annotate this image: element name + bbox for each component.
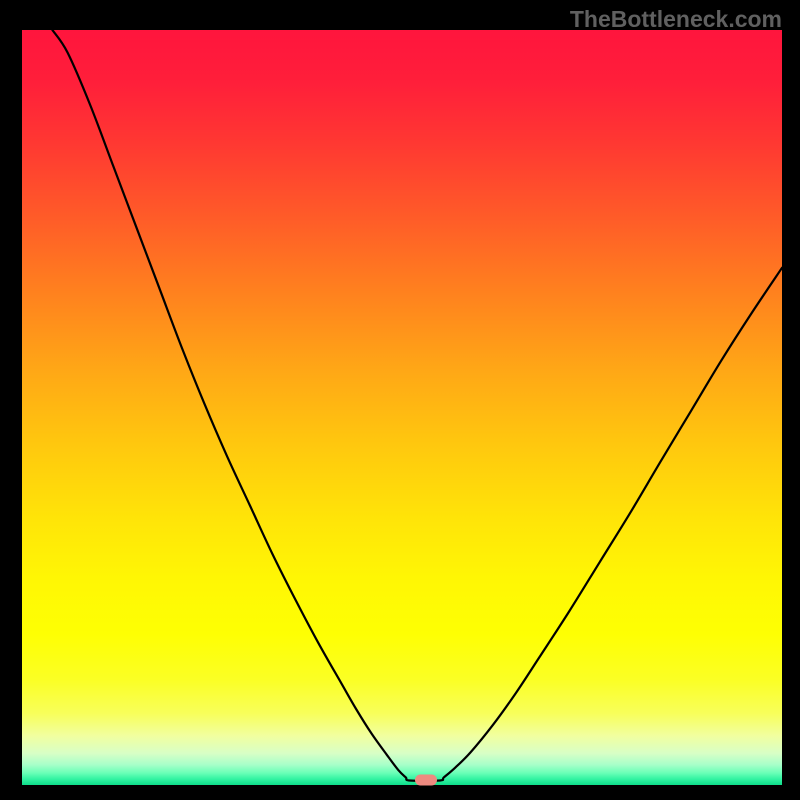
- chart-container: TheBottleneck.com: [0, 0, 800, 800]
- bottleneck-curve: [52, 30, 782, 781]
- minimum-marker: [415, 775, 437, 786]
- curve-svg: [22, 30, 782, 785]
- plot-area: [22, 30, 782, 785]
- watermark-text: TheBottleneck.com: [570, 6, 782, 33]
